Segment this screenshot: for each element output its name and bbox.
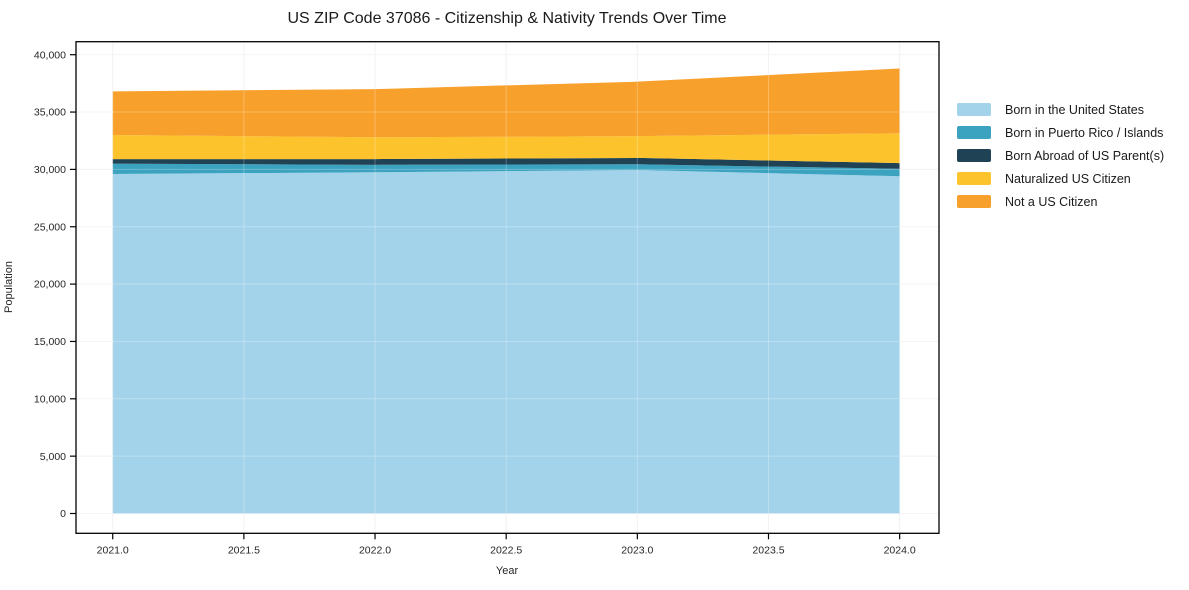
area-series-2	[112, 157, 900, 169]
y-tick-label: 30,000	[34, 164, 66, 176]
legend: Born in the United States Born in Puerto …	[957, 102, 1165, 209]
area-series-4	[112, 68, 900, 138]
legend-item: Not a US Citizen	[957, 194, 1164, 209]
plot-border	[75, 41, 940, 534]
y-axis-label: Population	[3, 261, 15, 313]
legend-item: Born in Puerto Rico / Islands	[957, 125, 1164, 140]
area-series-0	[112, 169, 900, 514]
area-series-3	[112, 133, 900, 164]
y-tick-label: 5,000	[40, 451, 66, 463]
x-tick-label: 2023.0	[621, 544, 653, 556]
y-tick-label: 15,000	[34, 336, 66, 348]
legend-label: Not a US Citizen	[1005, 194, 1098, 209]
y-tick-label: 35,000	[34, 107, 66, 119]
x-tick-label: 2024.0	[884, 544, 916, 556]
y-tick-label: 0	[60, 508, 66, 520]
legend-swatch	[957, 195, 991, 208]
legend-label: Born Abroad of US Parent(s)	[1005, 148, 1165, 163]
x-tick-label: 2022.0	[359, 544, 391, 556]
x-tick-label: 2023.5	[752, 544, 784, 556]
legend-label: Naturalized US Citizen	[1005, 171, 1131, 186]
x-tick-label: 2021.0	[97, 544, 129, 556]
legend-label: Born in the United States	[1005, 102, 1144, 117]
legend-swatch	[957, 172, 991, 185]
y-tick-label: 10,000	[34, 393, 66, 405]
legend-item: Born Abroad of US Parent(s)	[957, 148, 1165, 163]
y-tick-label: 25,000	[34, 221, 66, 233]
y-tick-label: 40,000	[34, 49, 66, 61]
area-series-1	[112, 163, 900, 177]
legend-swatch	[957, 126, 991, 139]
x-tick-label: 2021.5	[228, 544, 260, 556]
legend-item: Born in the United States	[957, 102, 1164, 117]
x-tick-label: 2022.5	[490, 544, 522, 556]
legend-label: Born in Puerto Rico / Islands	[1005, 125, 1164, 140]
y-tick-label: 20,000	[34, 279, 66, 291]
legend-swatch	[957, 149, 991, 162]
x-axis-label: Year	[495, 565, 519, 577]
legend-swatch	[957, 103, 991, 116]
chart-title: US ZIP Code 37086 - Citizenship & Nativi…	[287, 10, 727, 27]
legend-item: Naturalized US Citizen	[957, 171, 1164, 186]
